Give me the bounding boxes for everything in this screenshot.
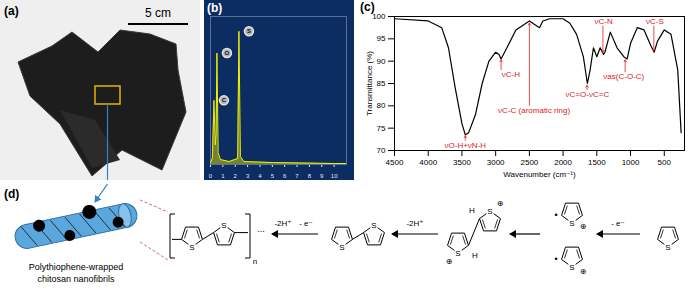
svg-text:νC-S: νC-S (646, 17, 664, 26)
html-text:(c): (c) (360, 0, 375, 14)
svg-text:Polythiophene-wrapped: Polythiophene-wrapped (29, 262, 124, 272)
svg-text:νC-N: νC-N (594, 17, 612, 26)
svg-text:85: 85 (377, 79, 386, 88)
svg-text:•: • (554, 210, 557, 220)
svg-text:10: 10 (331, 173, 338, 179)
svg-text:Wavenumber (cm⁻¹): Wavenumber (cm⁻¹) (503, 170, 576, 179)
svg-text:3500: 3500 (453, 158, 471, 167)
svg-text:n: n (253, 257, 257, 266)
svg-text:νO-H+νN-H: νO-H+νN-H (445, 141, 487, 150)
svg-text:νC=O-νC=C: νC=O-νC=C (566, 90, 610, 99)
svg-text:H: H (472, 251, 478, 260)
svg-text:1500: 1500 (588, 158, 606, 167)
svg-text:3: 3 (246, 173, 250, 179)
svg-text:S: S (371, 221, 376, 230)
svg-text:S: S (247, 28, 251, 34)
svg-text:C: C (222, 97, 227, 103)
svg-text:2000: 2000 (554, 158, 572, 167)
svg-text:0: 0 (209, 173, 213, 179)
svg-text:O: O (225, 50, 230, 56)
svg-text:4: 4 (258, 173, 262, 179)
svg-text:95: 95 (377, 34, 386, 43)
svg-text:⊕: ⊕ (497, 199, 504, 208)
svg-text:-2H⁺: -2H⁺ (274, 219, 291, 228)
svg-text:2: 2 (234, 173, 238, 179)
svg-text:100: 100 (372, 12, 386, 22)
svg-text:Transmittance (%): Transmittance (%) (365, 51, 374, 116)
svg-text:8: 8 (308, 173, 312, 179)
svg-text:(a): (a) (4, 4, 19, 18)
svg-text:⊕: ⊕ (580, 267, 587, 276)
html-text:(b): (b) (207, 1, 223, 15)
svg-text:⊕: ⊕ (580, 222, 587, 231)
svg-text:7: 7 (295, 173, 299, 179)
svg-text:9: 9 (320, 173, 324, 179)
svg-text:S: S (569, 263, 574, 272)
svg-text:•: • (554, 254, 557, 264)
svg-text:S: S (221, 221, 226, 230)
svg-text:70: 70 (377, 146, 386, 155)
svg-text:1: 1 (221, 173, 225, 179)
svg-text:5: 5 (271, 173, 275, 179)
svg-text:H: H (469, 206, 475, 215)
svg-text:S: S (339, 243, 344, 252)
svg-text:1000: 1000 (622, 158, 640, 167)
svg-text:- e⁻: - e⁻ (611, 219, 625, 228)
svg-text:chitosan nanofibrils: chitosan nanofibrils (37, 274, 115, 284)
svg-text:5 cm: 5 cm (145, 6, 171, 20)
svg-text:νas(C-O-C): νas(C-O-C) (603, 72, 644, 81)
svg-text:νC-H: νC-H (502, 70, 520, 79)
svg-text:90: 90 (377, 57, 386, 66)
svg-text:(d): (d) (4, 187, 19, 201)
svg-text:75: 75 (377, 124, 386, 133)
svg-text:2500: 2500 (520, 158, 538, 167)
svg-text:S: S (665, 243, 670, 252)
svg-text:...: ... (257, 224, 265, 234)
svg-text:3000: 3000 (487, 158, 505, 167)
svg-text:S: S (189, 243, 194, 252)
svg-text:4500: 4500 (386, 158, 404, 167)
svg-text:6: 6 (283, 173, 287, 179)
svg-text:500: 500 (658, 158, 672, 167)
svg-text:4000: 4000 (419, 158, 437, 167)
svg-text:S: S (455, 249, 460, 258)
svg-text:⊕: ⊕ (446, 257, 453, 266)
svg-text:νC-C (aromatic ring): νC-C (aromatic ring) (498, 106, 570, 115)
svg-text:- e⁻: - e⁻ (299, 219, 313, 228)
svg-text:S: S (487, 207, 492, 216)
svg-text:S: S (569, 219, 574, 228)
svg-text:-2H⁺: -2H⁺ (406, 219, 423, 228)
svg-text:80: 80 (377, 101, 386, 110)
